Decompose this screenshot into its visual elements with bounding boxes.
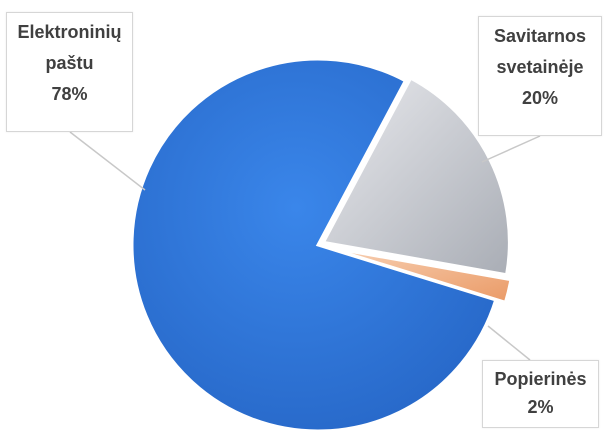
callout-elektroniniu: Elektroninių paštu 78% [6,12,133,132]
callout-popierines-line1: Popierinės [494,369,587,389]
pie-slice-elektroniniu [130,57,498,430]
callout-savitarnos: Savitarnos svetainėje 20% [478,16,602,136]
callout-popierines: Popierinės 2% [482,360,599,428]
pie-slices [130,57,513,430]
leader-line-savitarnos [481,135,541,163]
pie-slice-savitarnos [321,76,511,277]
callout-popierines-value: 2% [527,397,554,417]
leader-line-elektroniniu [69,131,146,191]
callout-savitarnos-line2: svetainėje [496,57,584,77]
callout-savitarnos-line1: Savitarnos [493,26,587,46]
leader-line-popierines [487,325,531,361]
callout-elektroniniu-value: 78% [51,84,88,104]
callout-elektroniniu-line2: paštu [45,53,94,73]
callout-leader-lines [69,131,541,361]
callout-savitarnos-value: 20% [521,88,559,108]
callout-elektroniniu-line1: Elektroninių [17,22,122,42]
